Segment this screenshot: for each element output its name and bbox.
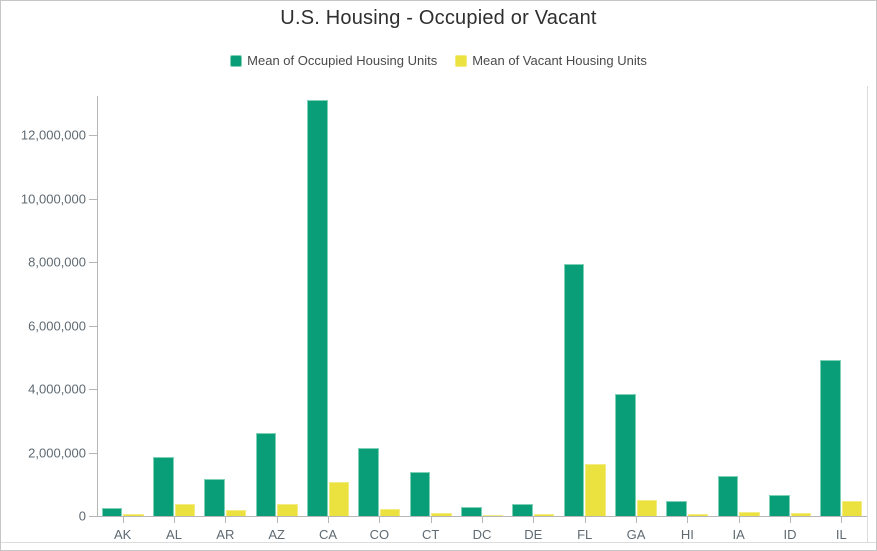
bar-occupied-IL[interactable] <box>820 360 841 516</box>
y-axis-label: 6,000,000 <box>28 318 86 333</box>
x-axis-label: HI <box>680 527 694 542</box>
x-axis-tick <box>225 517 227 523</box>
x-axis-tick <box>584 517 586 523</box>
x-axis-tick <box>738 517 740 523</box>
bar-vacant-GA[interactable] <box>636 500 657 516</box>
x-axis-tick <box>328 517 329 523</box>
legend-item-vacant[interactable]: Mean of Vacant Housing Units <box>455 53 647 68</box>
y-axis-label: 10,000,000 <box>20 191 86 206</box>
bar-occupied-IA[interactable] <box>717 476 739 516</box>
bar-occupied-CT[interactable] <box>409 472 431 516</box>
y-axis-tick <box>89 389 97 390</box>
x-axis-tick <box>636 517 637 523</box>
y-axis-label: 2,000,000 <box>28 445 86 460</box>
bar-occupied-DC[interactable] <box>461 507 482 516</box>
x-axis-line <box>97 516 868 517</box>
x-axis-tick <box>430 517 432 523</box>
bar-occupied-FL[interactable] <box>563 264 585 516</box>
y-axis-tick <box>89 516 97 517</box>
x-axis-label: IL <box>835 527 847 542</box>
x-axis-tick <box>687 517 689 523</box>
y-axis-tick <box>89 135 97 136</box>
x-axis-tick <box>276 517 278 523</box>
y-axis-tick <box>89 262 97 263</box>
y-axis-tick <box>89 198 97 200</box>
x-axis-tick <box>533 517 535 523</box>
plot-right-border <box>867 86 868 542</box>
chart-legend: Mean of Occupied Housing Units Mean of V… <box>1 53 876 68</box>
x-axis-tick <box>790 517 791 523</box>
bar-vacant-IA[interactable] <box>739 512 760 516</box>
chart-title: U.S. Housing - Occupied or Vacant <box>280 7 597 29</box>
bar-occupied-GA[interactable] <box>615 394 636 516</box>
x-axis-tick <box>122 517 124 523</box>
legend-label-vacant: Mean of Vacant Housing Units <box>472 53 647 68</box>
bar-occupied-HI[interactable] <box>666 501 687 516</box>
x-axis-label: AK <box>113 527 132 542</box>
bar-vacant-AL[interactable] <box>174 504 195 516</box>
x-axis-label: CT <box>421 527 440 542</box>
bar-vacant-IL[interactable] <box>841 501 863 516</box>
bar-occupied-CA[interactable] <box>307 100 328 516</box>
bar-vacant-ID[interactable] <box>790 513 811 516</box>
bar-vacant-AK[interactable] <box>123 514 144 516</box>
x-axis-tick <box>174 517 175 523</box>
y-axis-line <box>97 96 98 517</box>
bar-vacant-CO[interactable] <box>379 509 401 516</box>
bar-vacant-HI[interactable] <box>687 514 709 516</box>
bar-vacant-CA[interactable] <box>328 482 349 516</box>
legend-swatch-occupied <box>230 54 243 67</box>
legend-label-occupied: Mean of Occupied Housing Units <box>247 53 438 68</box>
x-axis-label: CO <box>369 527 390 542</box>
bar-occupied-AZ[interactable] <box>255 433 277 516</box>
legend-item-occupied[interactable]: Mean of Occupied Housing Units <box>230 53 437 68</box>
y-axis-tick <box>89 325 97 327</box>
y-axis-label: 4,000,000 <box>28 381 86 397</box>
bar-vacant-CT[interactable] <box>431 513 452 516</box>
bar-vacant-FL[interactable] <box>585 464 606 516</box>
bar-occupied-DE[interactable] <box>512 504 533 516</box>
x-axis-tick <box>482 517 483 523</box>
bar-vacant-DC[interactable] <box>482 515 503 516</box>
x-axis-label: CA <box>318 527 338 542</box>
bar-vacant-DE[interactable] <box>533 514 555 516</box>
bar-occupied-ID[interactable] <box>769 495 790 516</box>
x-axis-label: DE <box>524 527 543 542</box>
x-axis-label: ID <box>783 527 797 542</box>
bar-occupied-AR[interactable] <box>204 479 225 516</box>
bar-occupied-AL[interactable] <box>153 457 174 516</box>
y-axis-label: 8,000,000 <box>28 254 86 270</box>
x-axis-label: AZ <box>268 527 285 542</box>
x-axis-label: AR <box>216 527 235 542</box>
legend-swatch-vacant <box>455 54 468 67</box>
bar-occupied-AK[interactable] <box>101 508 123 516</box>
x-axis-label: IA <box>732 527 745 542</box>
y-axis-label: 12,000,000 <box>20 127 86 143</box>
y-axis-tick <box>89 452 97 454</box>
bar-vacant-AR[interactable] <box>225 510 247 516</box>
bar-vacant-AZ[interactable] <box>277 504 298 516</box>
x-axis-label: GA <box>626 527 646 542</box>
x-axis-tick <box>379 517 381 523</box>
plot-bottom-border <box>1 542 876 543</box>
x-axis-label: FL <box>577 527 593 542</box>
x-axis-label: AL <box>166 527 182 542</box>
bar-occupied-CO[interactable] <box>358 448 379 516</box>
x-axis-tick <box>841 517 843 523</box>
x-axis-label: DC <box>472 527 492 542</box>
y-axis-label: 0 <box>78 508 86 524</box>
